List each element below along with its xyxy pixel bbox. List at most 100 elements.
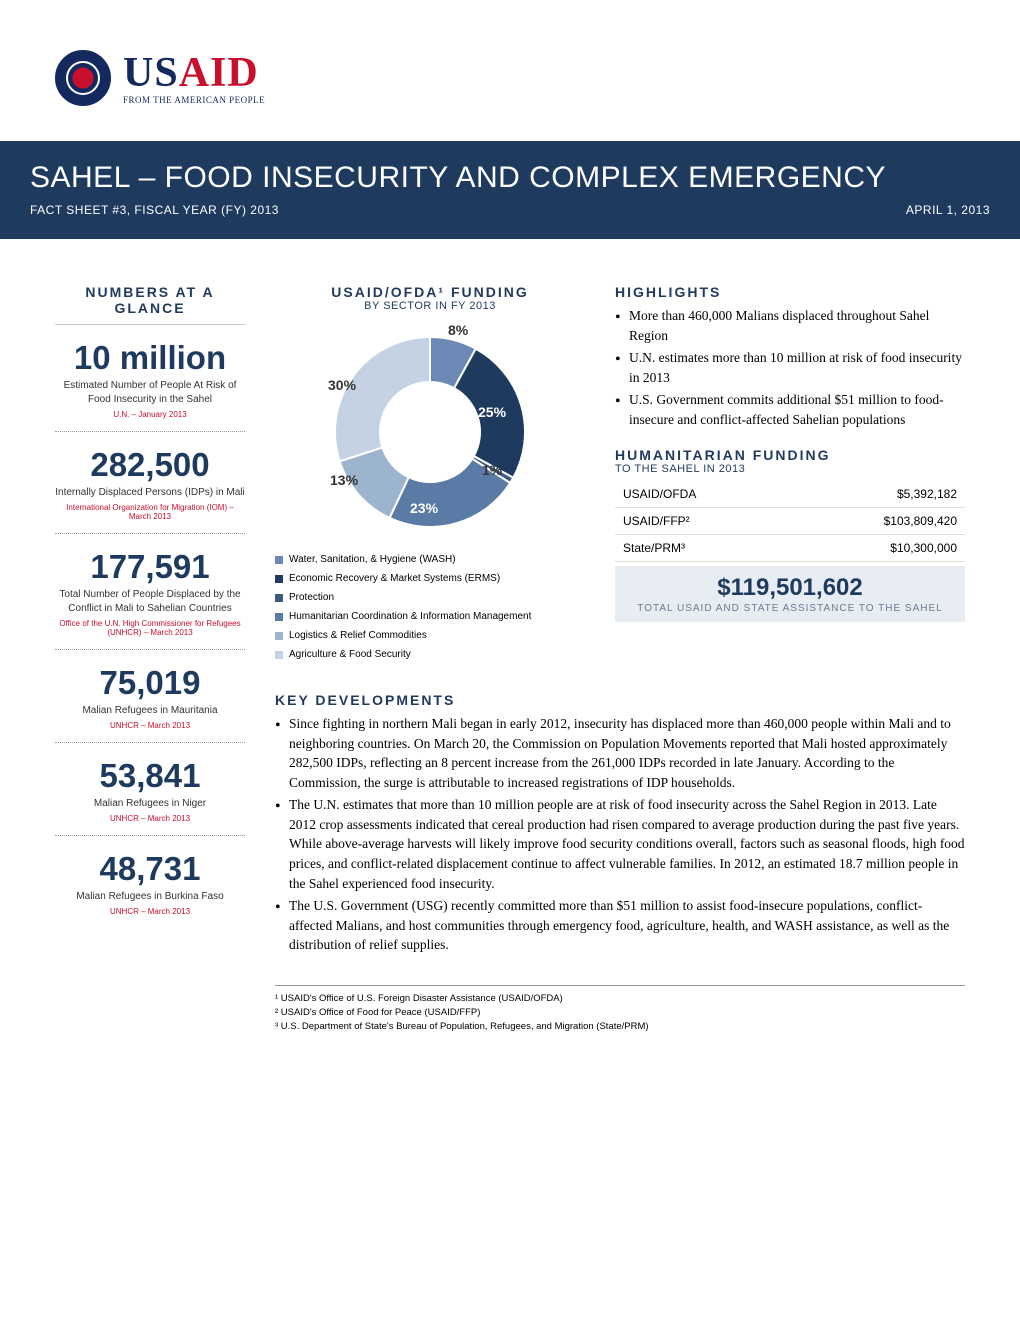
stat-source: U.N. – January 2013 <box>55 410 245 419</box>
funding-subtitle: TO THE SAHEL IN 2013 <box>615 463 965 475</box>
legend-swatch-icon <box>275 575 283 583</box>
highlights-list: More than 460,000 Malians displaced thro… <box>615 306 965 429</box>
stat-label: Malian Refugees in Burkina Faso <box>55 890 245 904</box>
highlight-item: More than 460,000 Malians displaced thro… <box>615 306 965 345</box>
table-row: State/PRM³$10,300,000 <box>615 535 965 562</box>
divider <box>55 431 245 432</box>
donut-slice <box>335 337 430 461</box>
donut-slice-label: 13% <box>330 472 358 488</box>
legend-swatch-icon <box>275 613 283 621</box>
subtitle-row: FACT SHEET #3, FISCAL YEAR (FY) 2013 APR… <box>30 203 990 217</box>
stat-source: UNHCR – March 2013 <box>55 907 245 916</box>
usaid-seal-icon <box>55 50 111 106</box>
logo-block: USAID FROM THE AMERICAN PEOPLE <box>55 50 965 106</box>
table-row: USAID/OFDA$5,392,182 <box>615 481 965 508</box>
chart-legend: Water, Sanitation, & Hygiene (WASH)Econo… <box>275 550 585 664</box>
key-developments: KEY DEVELOPMENTS Since fighting in north… <box>275 692 965 955</box>
funding-title: HUMANITARIAN FUNDING <box>615 447 965 463</box>
footnote: ¹ USAID's Office of U.S. Foreign Disaste… <box>275 992 965 1006</box>
stat-label: Internally Displaced Persons (IDPs) in M… <box>55 486 245 500</box>
numbers-at-glance: NUMBERS AT A GLANCE 10 million Estimated… <box>55 284 245 1035</box>
donut-slice-label: 30% <box>328 377 356 393</box>
legend-label: Economic Recovery & Market Systems (ERMS… <box>289 569 500 588</box>
divider <box>55 324 245 325</box>
funding-amount: $103,809,420 <box>790 508 965 535</box>
funding-amount: $5,392,182 <box>790 481 965 508</box>
chart-subtitle: BY SECTOR IN FY 2013 <box>275 300 585 312</box>
legend-label: Water, Sanitation, & Hygiene (WASH) <box>289 550 456 569</box>
funding-table: USAID/OFDA$5,392,182USAID/FFP²$103,809,4… <box>615 481 965 562</box>
highlights-column: HIGHLIGHTS More than 460,000 Malians dis… <box>615 284 965 664</box>
content-columns: NUMBERS AT A GLANCE 10 million Estimated… <box>55 284 965 1035</box>
key-dev-item: The U.S. Government (USG) recently commi… <box>275 896 965 955</box>
legend-item: Protection <box>275 588 585 607</box>
logo-text: USAID FROM THE AMERICAN PEOPLE <box>123 52 265 105</box>
stat-source: Office of the U.N. High Commissioner for… <box>55 619 245 637</box>
stat-number: 48,731 <box>55 850 245 888</box>
funding-name: USAID/FFP² <box>615 508 790 535</box>
footnote: ³ U.S. Department of State's Bureau of P… <box>275 1020 965 1034</box>
chart-title: USAID/OFDA¹ FUNDING <box>275 284 585 300</box>
donut-slice-label: 8% <box>448 322 468 338</box>
donut-slice-label: 1% <box>482 462 502 478</box>
key-dev-list: Since fighting in northern Mali began in… <box>275 714 965 955</box>
stat-label: Estimated Number of People At Risk of Fo… <box>55 379 245 407</box>
table-row: USAID/FFP²$103,809,420 <box>615 508 965 535</box>
legend-swatch-icon <box>275 594 283 602</box>
stat-source: International Organization for Migration… <box>55 503 245 521</box>
stat-source: UNHCR – March 2013 <box>55 721 245 730</box>
donut-slice-label: 23% <box>410 500 438 516</box>
highlights-title: HIGHLIGHTS <box>615 284 965 300</box>
title-block: SAHEL – FOOD INSECURITY AND COMPLEX EMER… <box>0 141 1020 239</box>
stat-block: 53,841 Malian Refugees in Niger UNHCR – … <box>55 757 245 823</box>
top-row: USAID/OFDA¹ FUNDING BY SECTOR IN FY 2013… <box>275 284 965 664</box>
chart-column: USAID/OFDA¹ FUNDING BY SECTOR IN FY 2013… <box>275 284 585 664</box>
legend-item: Agriculture & Food Security <box>275 645 585 664</box>
funding-amount: $10,300,000 <box>790 535 965 562</box>
legend-label: Humanitarian Coordination & Information … <box>289 607 531 626</box>
stat-block: 177,591 Total Number of People Displaced… <box>55 548 245 637</box>
logo-tagline: FROM THE AMERICAN PEOPLE <box>123 96 265 105</box>
stat-label: Total Number of People Displaced by the … <box>55 588 245 616</box>
legend-label: Protection <box>289 588 334 607</box>
legend-label: Agriculture & Food Security <box>289 645 411 664</box>
funding-total-box: $119,501,602 TOTAL USAID AND STATE ASSIS… <box>615 566 965 622</box>
legend-label: Logistics & Relief Commodities <box>289 626 427 645</box>
logo-us: US <box>123 50 179 96</box>
stat-number: 177,591 <box>55 548 245 586</box>
stat-block: 75,019 Malian Refugees in Mauritania UNH… <box>55 664 245 730</box>
stat-number: 75,019 <box>55 664 245 702</box>
divider <box>55 533 245 534</box>
factsheet-number: FACT SHEET #3, FISCAL YEAR (FY) 2013 <box>30 203 279 217</box>
funding-total-amount: $119,501,602 <box>627 574 953 602</box>
divider <box>55 649 245 650</box>
funding-name: USAID/OFDA <box>615 481 790 508</box>
title-text: SAHEL – FOOD INSECURITY AND COMPLEX EMER… <box>30 161 886 194</box>
key-dev-title: KEY DEVELOPMENTS <box>275 692 965 708</box>
key-dev-item: Since fighting in northern Mali began in… <box>275 714 965 792</box>
highlight-item: U.N. estimates more than 10 million at r… <box>615 348 965 387</box>
legend-item: Water, Sanitation, & Hygiene (WASH) <box>275 550 585 569</box>
page: USAID FROM THE AMERICAN PEOPLE SAHEL – F… <box>0 0 1020 1085</box>
footnotes: ¹ USAID's Office of U.S. Foreign Disaste… <box>275 985 965 1035</box>
stat-block: 48,731 Malian Refugees in Burkina Faso U… <box>55 850 245 916</box>
legend-item: Economic Recovery & Market Systems (ERMS… <box>275 569 585 588</box>
logo-brand: USAID <box>123 52 265 94</box>
divider <box>55 835 245 836</box>
left-header: NUMBERS AT A GLANCE <box>55 284 245 316</box>
stat-block: 282,500 Internally Displaced Persons (ID… <box>55 446 245 521</box>
factsheet-date: APRIL 1, 2013 <box>906 203 990 217</box>
legend-item: Humanitarian Coordination & Information … <box>275 607 585 626</box>
key-dev-item: The U.N. estimates that more than 10 mil… <box>275 795 965 893</box>
page-title: SAHEL – FOOD INSECURITY AND COMPLEX EMER… <box>30 161 990 195</box>
stat-number: 282,500 <box>55 446 245 484</box>
funding-name: State/PRM³ <box>615 535 790 562</box>
right-column: USAID/OFDA¹ FUNDING BY SECTOR IN FY 2013… <box>275 284 965 1035</box>
donut-chart: 8%25%1%23%13%30% <box>300 322 560 542</box>
legend-swatch-icon <box>275 651 283 659</box>
legend-swatch-icon <box>275 556 283 564</box>
stat-label: Malian Refugees in Niger <box>55 797 245 811</box>
legend-item: Logistics & Relief Commodities <box>275 626 585 645</box>
footnote: ² USAID's Office of Food for Peace (USAI… <box>275 1006 965 1020</box>
stat-source: UNHCR – March 2013 <box>55 814 245 823</box>
